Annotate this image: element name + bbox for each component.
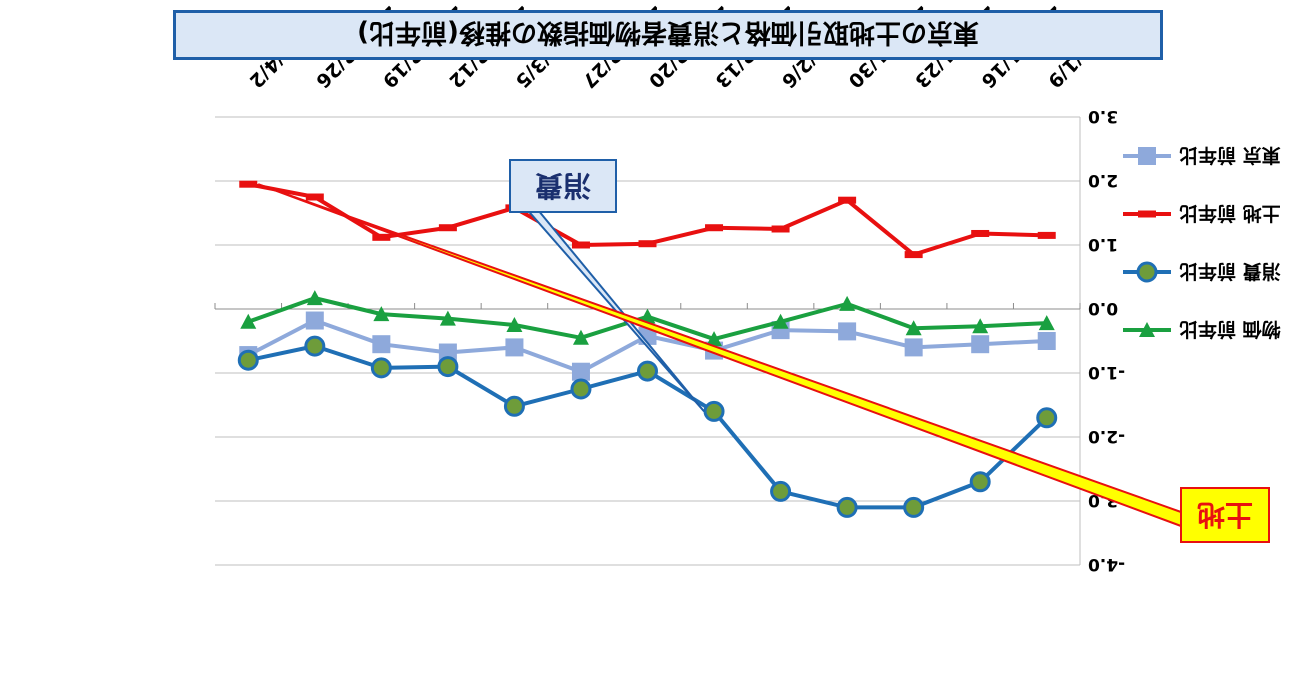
data-point [904,251,923,259]
y-tick-label: 1.0 [1088,234,1118,254]
data-point [571,241,590,249]
callout-land: 土地 [257,183,1270,543]
y-tick-label: 3.0 [1088,106,1118,126]
data-point [839,295,856,311]
data-point [571,362,590,381]
data-point [237,349,259,371]
data-point [240,313,257,329]
data-point [305,311,324,330]
data-point [838,196,857,204]
callout-consumption: 消費 [509,159,705,413]
series-3 [240,290,1055,347]
data-point [637,360,658,382]
data-point [505,338,524,357]
data-point [838,322,857,341]
data-point [706,331,723,347]
data-point [903,496,925,518]
data-point [503,395,525,417]
data-point [305,193,324,201]
legend-item: 東京 前年比 [1123,144,1281,167]
data-point [1038,315,1055,331]
data-point [304,335,326,357]
legend-item: 物価 前年比 [1123,318,1281,341]
data-point [772,313,789,329]
y-tick-label: 0.0 [1088,298,1118,318]
legend-label: 東京 前年比 [1179,144,1281,167]
data-point [437,356,459,378]
legend-label: 土地 前年比 [1179,202,1281,225]
series-layer [237,180,1058,518]
data-point [572,329,589,345]
data-point [372,233,391,241]
y-tick-label: 2.0 [1088,170,1118,190]
data-point [971,229,990,237]
legend-item: 消費 前年比 [1123,260,1281,283]
data-point [373,306,390,322]
data-point [703,400,725,422]
callout-box [509,159,617,213]
data-point [1136,261,1158,283]
y-tick-label: -2.0 [1088,426,1125,446]
data-point [770,480,792,502]
data-point [438,224,457,232]
data-point [972,318,989,334]
data-point [1037,231,1056,239]
data-point [969,471,991,493]
data-point [904,338,923,357]
data-point [971,335,990,354]
y-tick-label: -4.0 [1088,554,1125,574]
data-point [1139,322,1155,337]
data-point [638,240,657,248]
data-point [639,308,656,324]
legend-item: 土地 前年比 [1123,202,1281,225]
series-2 [237,335,1058,518]
chart-title: 東京の土地取引価格と消費者物価指数の推移(前年比) [173,10,1163,60]
callout-box [1180,487,1270,543]
callout-label: 消費 [535,169,591,202]
data-point [836,496,858,518]
data-point [239,180,258,188]
data-point [506,317,523,332]
data-point [1138,147,1156,165]
data-point [705,224,724,232]
data-point [1138,210,1156,218]
data-point [771,225,790,233]
data-point [1037,332,1056,350]
data-point [370,357,392,379]
data-point [570,378,592,400]
data-point [372,335,391,354]
data-point [438,343,457,362]
legend-label: 消費 前年比 [1179,260,1281,283]
data-point [439,310,456,326]
data-point [905,320,922,336]
legend-label: 物価 前年比 [1179,318,1281,341]
series-1 [239,180,1056,259]
data-point [1036,407,1058,429]
data-point [306,290,323,306]
y-tick-label: -1.0 [1088,362,1125,382]
callout-label: 土地 [1197,498,1253,531]
